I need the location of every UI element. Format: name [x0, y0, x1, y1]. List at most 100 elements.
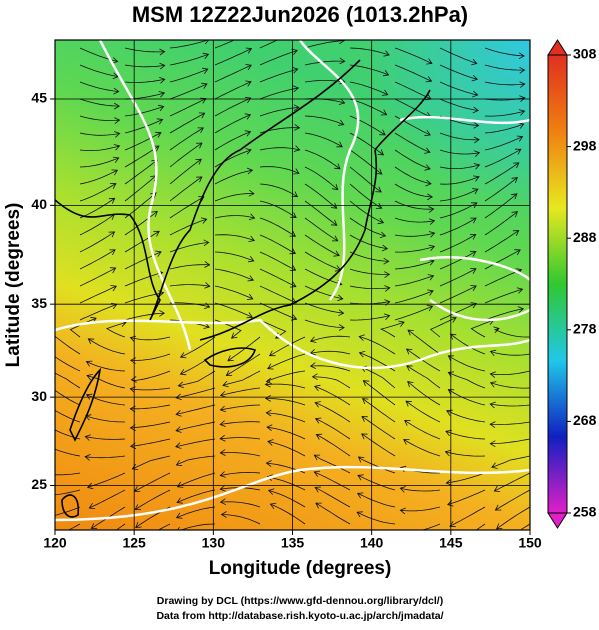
streamline [358, 334, 396, 355]
streamline [79, 197, 116, 219]
streamline [175, 506, 216, 519]
streamline [79, 131, 121, 138]
streamline [169, 261, 211, 270]
streamline [259, 40, 279, 49]
streamline [214, 80, 252, 100]
streamline [394, 166, 432, 187]
streamline [169, 158, 202, 185]
streamline [124, 62, 166, 70]
streamline [439, 217, 477, 236]
streamline [259, 217, 297, 237]
streamline [304, 302, 345, 317]
x-tick-label: 125 [122, 535, 146, 551]
streamline [214, 96, 252, 117]
streamline [179, 336, 216, 359]
streamline [314, 486, 351, 508]
streamline [157, 523, 171, 530]
streamline [177, 370, 216, 389]
streamline [404, 419, 441, 440]
streamline [439, 250, 477, 270]
streamline [484, 81, 526, 88]
streamline [394, 244, 436, 253]
streamline [55, 372, 81, 389]
streamline [79, 267, 117, 287]
streamline [222, 370, 261, 388]
streamline [439, 188, 479, 202]
streamline [484, 249, 521, 270]
streamline [405, 348, 441, 372]
streamline [349, 166, 382, 193]
streamline [79, 81, 120, 95]
streamline [84, 434, 126, 441]
streamline [214, 47, 253, 66]
streamline [489, 438, 530, 448]
streamline [394, 64, 433, 83]
streamline [314, 401, 351, 423]
streamline [429, 316, 457, 338]
streamline [175, 404, 216, 417]
streamline [259, 48, 298, 66]
streamline [407, 380, 441, 406]
streamline [124, 250, 162, 270]
streamline [169, 142, 203, 168]
streamline [214, 130, 252, 151]
streamline [349, 183, 383, 209]
streamline [219, 434, 261, 442]
streamline [313, 454, 351, 474]
streamline [304, 217, 339, 242]
streamline [394, 231, 436, 238]
streamline [495, 506, 530, 530]
streamline [489, 370, 530, 378]
colorbar-tick-label: 278 [573, 321, 597, 337]
streamline [264, 395, 306, 406]
streamline [407, 329, 441, 355]
streamline [130, 370, 171, 383]
streamline [349, 234, 389, 252]
streamline [214, 268, 255, 282]
y-tick-label: 45 [31, 90, 47, 106]
streamline [315, 433, 351, 457]
streamline [55, 356, 81, 372]
streamline [214, 234, 256, 242]
streamline [124, 47, 166, 56]
streamline [79, 156, 120, 168]
streamline [439, 47, 478, 66]
streamline [79, 115, 121, 124]
streamline [361, 398, 396, 423]
streamline [269, 502, 306, 525]
streamline [124, 104, 165, 117]
streamline [489, 381, 530, 389]
streamline [315, 502, 351, 525]
streamline [214, 251, 255, 263]
streamline [304, 77, 346, 85]
streamline [176, 489, 216, 504]
streamline [304, 234, 340, 257]
streamline [259, 67, 299, 83]
streamline [484, 135, 524, 151]
plot-frame [54, 39, 531, 531]
streamline [311, 373, 351, 389]
streamline [349, 115, 386, 136]
streamline [349, 64, 390, 77]
streamline [399, 486, 441, 493]
streamline [79, 98, 120, 110]
streamline [124, 77, 166, 84]
streamline [313, 384, 351, 406]
streamline [220, 511, 261, 525]
streamline [55, 472, 81, 476]
streamline [169, 127, 204, 151]
streamline [439, 149, 481, 157]
colorbar-tick-label: 258 [573, 504, 597, 520]
streamline [79, 144, 121, 151]
streamline [494, 489, 530, 511]
streamline [169, 282, 211, 289]
coastline [61, 367, 102, 518]
streamline [55, 448, 81, 457]
streamline [484, 230, 520, 253]
colorbar-extend-bottom [547, 512, 568, 529]
streamline [484, 109, 526, 117]
streamline [169, 217, 208, 236]
streamline [421, 523, 441, 530]
y-tick-label: 25 [31, 476, 47, 492]
